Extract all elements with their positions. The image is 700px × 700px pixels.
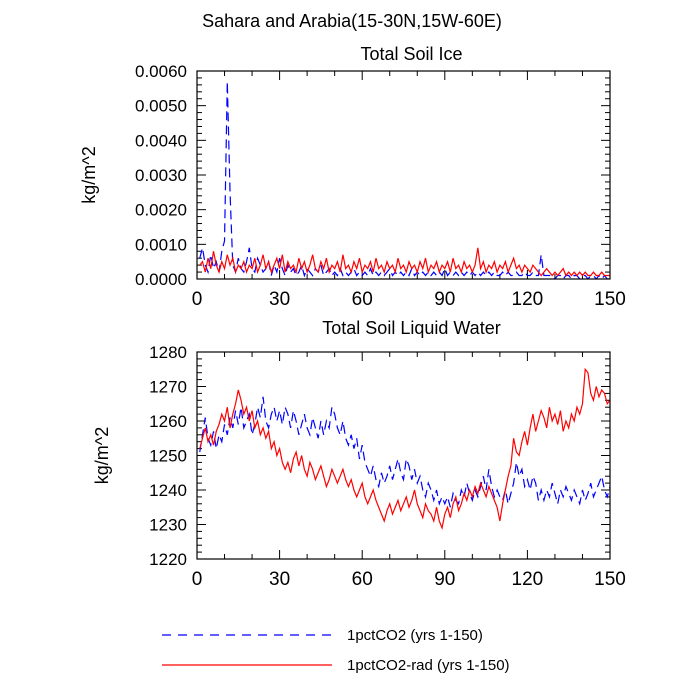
legend: 1pctCO2 (yrs 1-150) 1pctCO2-rad (yrs 1-1… [162, 627, 510, 674]
y-tick-label: 1220 [149, 550, 187, 569]
series-line-1pctco2-rad-yrs-1-150 [199, 247, 610, 277]
panel-total-soil-liquid-water: Total Soil Liquid Water kg/m^2 0 30 60 90 120 1… [92, 318, 626, 590]
y-axis-label: kg/m^2 [92, 427, 112, 484]
x-tick-label: 30 [269, 569, 290, 590]
y-tick-label: 0.0030 [135, 166, 187, 185]
x-tick-label: 120 [512, 289, 544, 310]
legend-label-1pctco2-rad: 1pctCO2-rad (yrs 1-150) [347, 657, 510, 674]
x-tick-label: 90 [434, 569, 455, 590]
series-line-1pctco2-yrs-1-150 [199, 396, 610, 508]
x-tick-label: 30 [269, 289, 290, 310]
series-line-1pctco2-yrs-1-150 [199, 81, 610, 279]
plot-frame [196, 70, 611, 280]
y-tick-label: 0.0040 [135, 131, 187, 150]
y-tick-label: 1270 [149, 378, 187, 397]
y-tick-label: 0.0000 [135, 270, 187, 289]
x-tick-label: 60 [352, 289, 373, 310]
y-tick-label: 0.0020 [135, 201, 187, 220]
x-tick-label: 150 [594, 569, 626, 590]
y-tick-label: 1240 [149, 481, 187, 500]
x-tick-label: 0 [192, 289, 203, 310]
x-tick-label: 120 [512, 569, 544, 590]
x-tick-label: 0 [192, 569, 203, 590]
chart-title: Total Soil Liquid Water [322, 318, 500, 338]
x-tick-label: 90 [434, 289, 455, 310]
chart-title: Total Soil Ice [360, 44, 462, 64]
y-axis-label: kg/m^2 [79, 146, 99, 203]
y-tick-label: 1250 [149, 447, 187, 466]
legend-label-1pctco2: 1pctCO2 (yrs 1-150) [347, 627, 483, 644]
y-tick-label: 1280 [149, 343, 187, 362]
y-tick-label: 1260 [149, 412, 187, 431]
panel-total-soil-ice: Total Soil Ice kg/m^2 0 30 60 90 120 150 0.0000 0… [79, 44, 626, 310]
y-tick-label: 0.0010 [135, 235, 187, 254]
plot-frame [196, 351, 611, 560]
figure-suptitle: Sahara and Arabia(15-30N,15W-60E) [202, 11, 502, 31]
y-tick-label: 0.0060 [135, 62, 187, 81]
y-tick-label: 1230 [149, 516, 187, 535]
x-tick-label: 60 [352, 569, 373, 590]
y-tick-label: 0.0050 [135, 97, 187, 116]
series-line-1pctco2-rad-yrs-1-150 [199, 367, 610, 531]
x-tick-label: 150 [594, 289, 626, 310]
